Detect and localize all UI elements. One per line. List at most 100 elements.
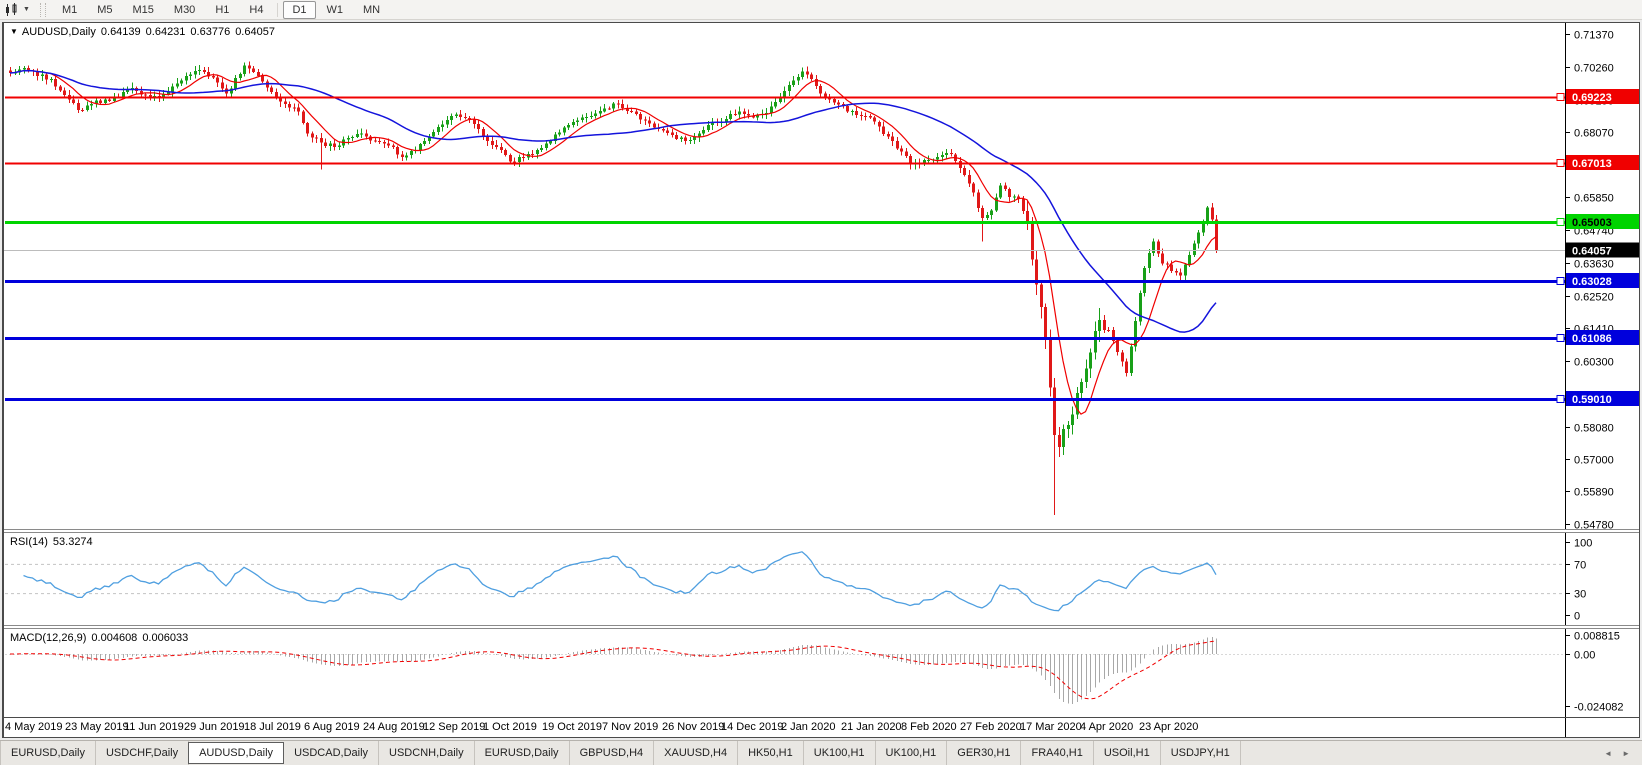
date-tick-label: 23 May 2019: [65, 721, 129, 733]
timeframe-button-h1[interactable]: H1: [215, 3, 230, 16]
level-drag-handle[interactable]: [1556, 159, 1565, 167]
level-drag-handle[interactable]: [1556, 218, 1565, 226]
chart-tab-eurusd-daily[interactable]: EURUSD,Daily: [475, 741, 570, 765]
panel-splitter[interactable]: [4, 625, 1639, 629]
price-tick-label: 0.60300: [1574, 357, 1614, 369]
chart-tab-eurusd-daily[interactable]: EURUSD,Daily: [0, 741, 96, 765]
last-price-label: [1566, 242, 1639, 258]
svg-text:0.65003: 0.65003: [1572, 217, 1612, 229]
price-tick-label: 0.58080: [1574, 423, 1614, 435]
tab-scroll-controls: ◄ ►: [1592, 741, 1642, 765]
rsi-tick-label: 70: [1574, 560, 1586, 572]
chart-tab-gbpusd-h4[interactable]: GBPUSD,H4: [570, 741, 655, 765]
date-tick-label: 4 May 2019: [5, 721, 63, 733]
timeframe-button-m30[interactable]: M30: [173, 3, 196, 16]
level-price-label: [1566, 89, 1639, 104]
chart-tab-ger30-h1[interactable]: GER30,H1: [947, 741, 1022, 765]
date-tick-label: 29 Jun 2019: [184, 721, 245, 733]
chart-tab-xauusd-h4[interactable]: XAUUSD,H4: [654, 741, 739, 765]
date-tick-label: 14 Dec 2019: [721, 721, 784, 733]
axis-divider: [1565, 718, 1566, 737]
chart-tab-audusd-daily[interactable]: AUDUSD,Daily: [188, 742, 285, 764]
chart-tab-uk100-h1[interactable]: UK100,H1: [876, 741, 948, 765]
caret-down-icon: ▼: [23, 6, 30, 13]
macd-label: MACD(12,26,9) 0.004608 0.006033: [10, 632, 193, 644]
macd-canvas[interactable]: 0.008815 0.00 -0.024082: [4, 629, 1639, 717]
date-tick-label: 7 Nov 2019: [602, 721, 659, 733]
macd-histogram: [19, 637, 1217, 704]
chart-tab-usdcnh-daily[interactable]: USDCNH,Daily: [379, 741, 475, 765]
panel-splitter[interactable]: [4, 529, 1639, 533]
svg-text:0.59010: 0.59010: [1572, 394, 1612, 406]
level-drag-handle[interactable]: [1556, 395, 1565, 403]
level-price-label: [1566, 391, 1639, 406]
chart-tool-button[interactable]: ▼: [0, 0, 34, 19]
timeframe-button-d1[interactable]: D1: [283, 0, 316, 19]
date-tick-label: 19 Oct 2019: [542, 721, 602, 733]
svg-text:0.61086: 0.61086: [1572, 333, 1612, 345]
rsi-line: [23, 551, 1217, 612]
timeframe-button-m1[interactable]: M1: [61, 3, 78, 16]
macd-name: MACD(12,26,9): [10, 632, 87, 644]
low-value: 0.63776: [190, 26, 231, 38]
main-price-panel[interactable]: ▼ AUDUSD,Daily 0.64139 0.64231 0.63776 0.6405…: [4, 23, 1639, 529]
rsi-label: RSI(14) 53.3274: [10, 536, 98, 548]
chart-tab-usdjpy-h1[interactable]: USDJPY,H1: [1161, 741, 1241, 765]
chart-tab-hk50-h1[interactable]: HK50,H1: [738, 741, 804, 765]
chart-tab-fra40-h1[interactable]: FRA40,H1: [1021, 741, 1094, 765]
rsi-tick-label: 30: [1574, 589, 1586, 601]
date-tick-label: 4 Apr 2020: [1080, 721, 1134, 733]
symbol-period-label: AUDUSD,Daily: [21, 26, 96, 38]
price-tick-label: 0.57000: [1574, 455, 1614, 467]
macd-tick-label: -0.024082: [1574, 702, 1624, 714]
timeframe-button-mn[interactable]: MN: [363, 3, 381, 16]
date-tick-label: 2 Jan 2020: [781, 721, 836, 733]
chart-tab-usdchf-daily[interactable]: USDCHF,Daily: [96, 741, 190, 765]
rsi-name: RSI(14): [10, 536, 48, 548]
date-tick-label: 12 Sep 2019: [423, 721, 486, 733]
level-drag-handle[interactable]: [1556, 334, 1565, 342]
timeframe-button-w1[interactable]: W1: [326, 3, 344, 16]
date-tick-label: 8 Feb 2020: [901, 721, 957, 733]
main-chart-canvas[interactable]: 0.713700.702600.691500.680700.669600.658…: [4, 23, 1639, 529]
date-tick-label: 23 Apr 2020: [1139, 721, 1199, 733]
timeframe-button-m5[interactable]: M5: [97, 3, 113, 16]
tab-scroll-right-icon[interactable]: ►: [1622, 748, 1630, 758]
date-axis[interactable]: 4 May 2019 23 May 2019 11 Jun 2019 29 Jun 2…: [4, 717, 1639, 737]
date-tick-label: 24 Aug 2019: [363, 721, 425, 733]
fast-ma-line: [9, 69, 1217, 415]
high-value: 0.64231: [145, 26, 186, 38]
level-drag-handle[interactable]: [1556, 93, 1565, 101]
price-tick-label: 0.63630: [1574, 259, 1614, 271]
candlestick-chart-icon: [6, 2, 17, 16]
toolbar-grip-handle[interactable]: [39, 2, 46, 17]
macd-indicator-panel[interactable]: MACD(12,26,9) 0.004608 0.006033 0.008815 0.…: [4, 629, 1639, 717]
date-tick-label: 11 Jun 2019: [124, 721, 184, 733]
chart-window: ▼ AUDUSD,Daily 0.64139 0.64231 0.63776 0.6405…: [2, 22, 1640, 738]
price-tick-label: 0.70260: [1574, 63, 1614, 75]
candlestick-series: [9, 61, 1218, 515]
timeframe-button-m15[interactable]: M15: [132, 3, 154, 16]
level-drag-handle[interactable]: [1556, 277, 1565, 285]
timeframe-button-h4[interactable]: H4: [249, 3, 264, 16]
date-tick-label: 26 Nov 2019: [662, 721, 725, 733]
price-tick-label: 0.54780: [1574, 520, 1614, 530]
timeframe-toolbar: ▼ M1 M5 M15 M30 H1 H4 D1 W1 MN: [0, 0, 1642, 20]
chart-tab-usoil-h1[interactable]: USOil,H1: [1094, 741, 1161, 765]
chart-tab-uk100-h1[interactable]: UK100,H1: [804, 741, 876, 765]
tab-scroll-left-icon[interactable]: ◄: [1604, 748, 1613, 758]
level-price-label: [1566, 273, 1639, 288]
rsi-canvas[interactable]: 100 70 30 0: [4, 533, 1639, 625]
level-price-label: [1566, 214, 1639, 229]
price-tick-label: 0.71370: [1574, 30, 1614, 42]
chart-tab-usdcad-daily[interactable]: USDCAD,Daily: [284, 741, 380, 765]
chart-title: ▼ AUDUSD,Daily 0.64139 0.64231 0.63776 0.6405…: [10, 26, 280, 38]
price-tick-label: 0.65850: [1574, 193, 1614, 205]
macd-tick-label: 0.008815: [1574, 631, 1620, 643]
date-tick-label: 18 Jul 2019: [244, 721, 301, 733]
price-tick-label: 0.55890: [1574, 487, 1614, 499]
date-tick-label: 27 Feb 2020: [960, 721, 1022, 733]
rsi-tick-label: 100: [1574, 538, 1592, 550]
rsi-indicator-panel[interactable]: RSI(14) 53.3274 100 70 30 0: [4, 533, 1639, 625]
